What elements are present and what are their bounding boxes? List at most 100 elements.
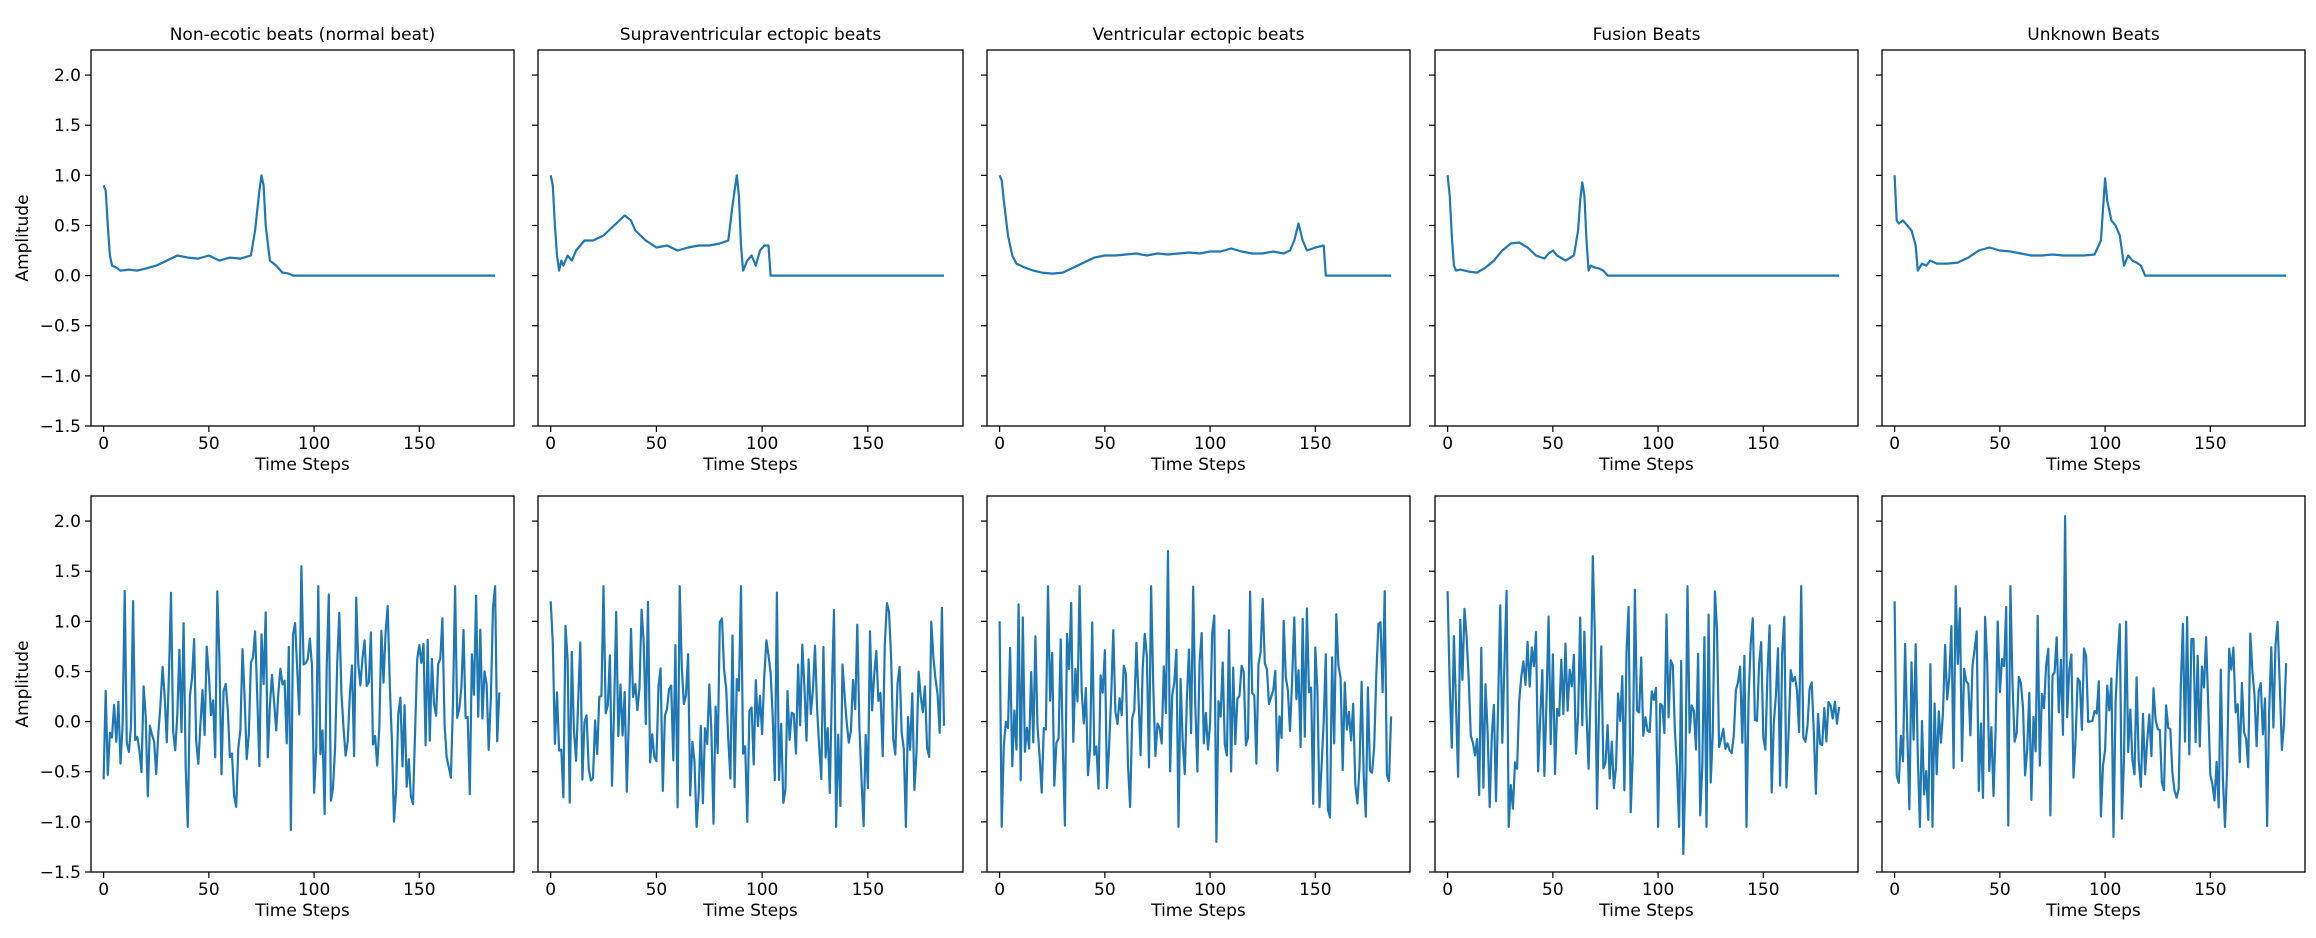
x-axis-label: Time Steps [2045,901,2141,921]
x-tick-label: 150 [852,880,884,900]
panel-1-3: 0 50 100 150 Time Steps [1429,495,1859,921]
x-tick-label: 50 [1542,880,1564,900]
y-tick-label: −1.0 [40,367,81,387]
panel-0-0: 0 50 100 150 −1.5 −1.0 −0.5 0.0 0.5 1.0 1.5 2.0 Time… [13,25,515,475]
x-axis-label: Time Steps [1150,901,1246,921]
y-tick-label: 0.0 [54,267,81,287]
axes-frame [1434,495,1859,873]
axes-frame [90,495,515,873]
x-tick-label: 50 [1094,434,1116,454]
panel-0-4: 0 50 100 150 Time Steps Unknown Beats [1876,25,2306,475]
axes-frame [537,49,964,427]
x-tick-label: 100 [1194,880,1226,900]
axes-frame [90,49,515,427]
x-tick-label: 0 [1442,880,1453,900]
x-tick-label: 50 [646,880,668,900]
x-tick-label: 100 [2089,434,2121,454]
y-axis-label: Amplitude [13,194,33,281]
y-tick-label: 0.5 [54,662,81,682]
x-axis-label: Time Steps [2045,455,2141,475]
x-tick-label: 50 [1094,880,1116,900]
panel-1-0: 0 50 100 150 −1.5 −1.0 −0.5 0.0 0.5 1.0 1.5 2.0 Time… [13,495,515,921]
series-line [1893,175,2287,277]
x-tick-label: 0 [98,880,109,900]
x-tick-label: 0 [994,434,1005,454]
x-tick-label: 50 [1542,434,1564,454]
x-tick-label: 0 [98,434,109,454]
y-tick-label: 1.5 [54,562,81,582]
y-tick-label: −1.5 [40,863,81,883]
x-tick-label: 150 [2194,434,2226,454]
panel-1-1: 0 50 100 150 Time Steps [532,495,964,921]
panel-title: Non-ecotic beats (normal beat) [170,25,436,45]
x-tick-label: 150 [1747,880,1779,900]
x-tick-label: 0 [545,880,556,900]
x-tick-label: 50 [198,880,220,900]
axes-frame [537,495,964,873]
x-tick-label: 100 [746,434,778,454]
y-tick-label: −1.0 [40,813,81,833]
series-line [549,585,946,828]
series-line [998,174,1392,277]
panel-0-3: 0 50 100 150 Time Steps Fusion Beats [1429,25,1859,475]
x-tick-label: 0 [1889,880,1900,900]
series-line [1446,175,1840,277]
y-tick-label: 2.0 [54,512,81,532]
x-tick-label: 100 [2089,880,2121,900]
x-axis-label: Time Steps [702,455,798,475]
panel-1-4: 0 50 100 150 Time Steps [1876,495,2306,921]
x-tick-label: 150 [1299,880,1331,900]
x-tick-label: 0 [1442,434,1453,454]
x-tick-label: 100 [1642,434,1674,454]
series-line [1893,515,2288,838]
axes-frame [986,49,1411,427]
x-tick-label: 150 [403,880,435,900]
axes-frame [1881,495,2306,873]
panel-0-2: 0 50 100 150 Time Steps Ventricular ectopic b… [981,25,1411,475]
x-axis-label: Time Steps [1598,901,1694,921]
series-line [549,174,944,277]
panel-title: Unknown Beats [2027,25,2160,45]
series-line [102,565,501,831]
x-tick-label: 100 [1194,434,1226,454]
axes-frame [1881,49,2306,427]
y-tick-label: 2.0 [54,66,81,86]
x-tick-label: 150 [1747,434,1779,454]
x-axis-label: Time Steps [1598,455,1694,475]
axes-frame [986,495,1411,873]
x-axis-label: Time Steps [702,901,798,921]
y-tick-label: 1.0 [54,612,81,632]
panel-title: Fusion Beats [1593,25,1701,45]
x-tick-label: 50 [198,434,220,454]
x-tick-label: 100 [746,880,778,900]
x-axis-label: Time Steps [254,901,350,921]
x-axis-label: Time Steps [1150,455,1246,475]
panel-title: Supraventricular ectopic beats [620,25,882,45]
y-axis-label: Amplitude [13,640,33,727]
y-tick-label: 0.0 [54,713,81,733]
x-tick-label: 100 [298,880,330,900]
panel-0-1: 0 50 100 150 Time Steps Supraventricular ecto… [532,25,964,475]
series-line [1446,555,1841,856]
series-line [998,550,1393,843]
x-tick-label: 150 [852,434,884,454]
x-tick-label: 150 [1299,434,1331,454]
y-tick-label: −0.5 [40,317,81,337]
y-tick-label: −0.5 [40,763,81,783]
panel-1-2: 0 50 100 150 Time Steps [981,495,1411,921]
x-axis-label: Time Steps [254,455,350,475]
x-tick-label: 0 [1889,434,1900,454]
x-tick-label: 50 [1989,434,2011,454]
x-tick-label: 150 [2194,880,2226,900]
x-tick-label: 50 [646,434,668,454]
x-tick-label: 100 [298,434,330,454]
y-tick-label: 1.0 [54,166,81,186]
x-tick-label: 100 [1642,880,1674,900]
x-tick-label: 150 [403,434,435,454]
panel-title: Ventricular ectopic beats [1093,25,1305,45]
x-tick-label: 0 [545,434,556,454]
y-tick-label: −1.5 [40,417,81,437]
y-tick-label: 1.5 [54,116,81,136]
x-tick-label: 0 [994,880,1005,900]
